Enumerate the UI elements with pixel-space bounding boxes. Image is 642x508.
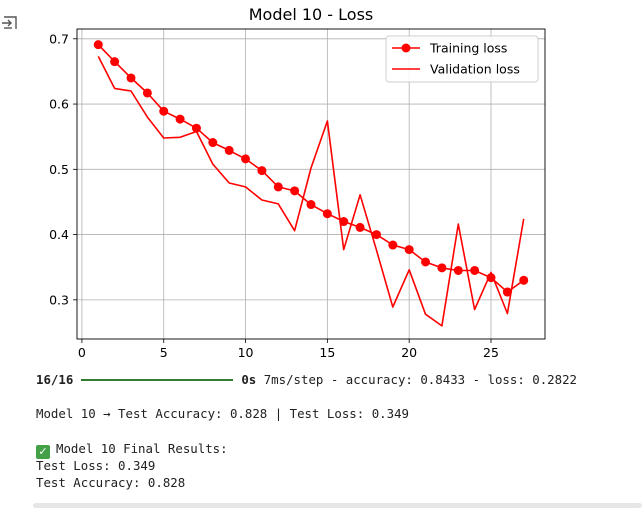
series-0-point-5: [175, 114, 185, 124]
series-0-point-18: [388, 240, 398, 250]
legend-label-1: Validation loss: [430, 62, 520, 77]
series-0-point-16: [355, 222, 365, 232]
series-0-point-14: [322, 209, 332, 219]
series-0-point-9: [241, 154, 251, 164]
progress-steps: 16/16: [36, 372, 74, 387]
series-0-point-3: [142, 88, 152, 98]
series-0-point-12: [290, 186, 300, 196]
legend: Training loss Validation loss: [385, 35, 539, 83]
x-tick-label-4: 20: [401, 345, 417, 360]
x-tick-label-0: 0: [78, 345, 86, 360]
series-0-point-21: [437, 263, 447, 273]
test-loss-line: Test Loss: 0.349: [36, 458, 156, 473]
final-results-header: ✓ Model 10 Final Results:: [36, 440, 228, 459]
x-tick-label-5: 25: [483, 345, 499, 360]
series-0-point-8: [224, 145, 234, 155]
series-0-point-6: [191, 123, 201, 133]
y-tick-label-1: 0.4: [49, 227, 69, 242]
y-tick-label-4: 0.7: [49, 31, 69, 46]
series-0-point-20: [421, 257, 431, 267]
loss-chart: Model 10 - Loss 0 5 10 15 20 25 0.3 0.4 0.5 0.6 0.…: [49, 5, 546, 360]
y-tick-label-3: 0.6: [49, 97, 69, 112]
x-tick-label-3: 15: [319, 345, 335, 360]
check-mark-icon: ✓: [36, 445, 50, 459]
test-accuracy-line: Test Accuracy: 0.828: [36, 475, 186, 490]
progress-bar: [81, 378, 234, 381]
series-0-point-0: [93, 40, 103, 50]
series-line-1: [97, 56, 525, 327]
series-0-point-26: [519, 275, 529, 285]
series-0-point-2: [126, 73, 136, 83]
progress-time: 0s: [241, 372, 257, 387]
plot-frame: [76, 28, 546, 340]
y-tick-label-0: 0.3: [49, 292, 69, 307]
x-tick-label-2: 10: [238, 345, 254, 360]
series-0-point-15: [339, 217, 349, 227]
progress-line: 16/16 0s 7ms/step - accuracy: 0.8433 - l…: [36, 371, 577, 388]
series-0-point-13: [306, 200, 316, 210]
series-0-point-1: [110, 57, 120, 67]
progress-metrics: 7ms/step - accuracy: 0.8433 - loss: 0.28…: [256, 372, 578, 387]
x-tick-label-1: 5: [160, 345, 168, 360]
series-0-point-19: [404, 245, 414, 255]
series-0-point-4: [159, 106, 169, 116]
series-0-point-25: [502, 287, 512, 297]
y-tick-label-2: 0.5: [49, 162, 69, 177]
series-0-point-7: [208, 138, 218, 148]
series-0-point-23: [470, 265, 480, 275]
eval-line: Model 10 → Test Accuracy: 0.828 | Test L…: [36, 406, 409, 421]
output-toggle-icon[interactable]: [0, 14, 20, 34]
series-0-point-11: [273, 182, 283, 192]
chart-title: Model 10 - Loss: [249, 5, 374, 24]
legend-label-0: Training loss: [429, 41, 507, 56]
series-0-point-22: [453, 265, 463, 275]
legend-box: [385, 35, 539, 83]
series-0-point-17: [371, 230, 381, 240]
final-results-label: Model 10 Final Results:: [56, 441, 228, 456]
series-0-point-10: [257, 166, 267, 176]
legend-marker-0: [401, 43, 411, 53]
horizontal-scrollbar[interactable]: [33, 503, 642, 508]
